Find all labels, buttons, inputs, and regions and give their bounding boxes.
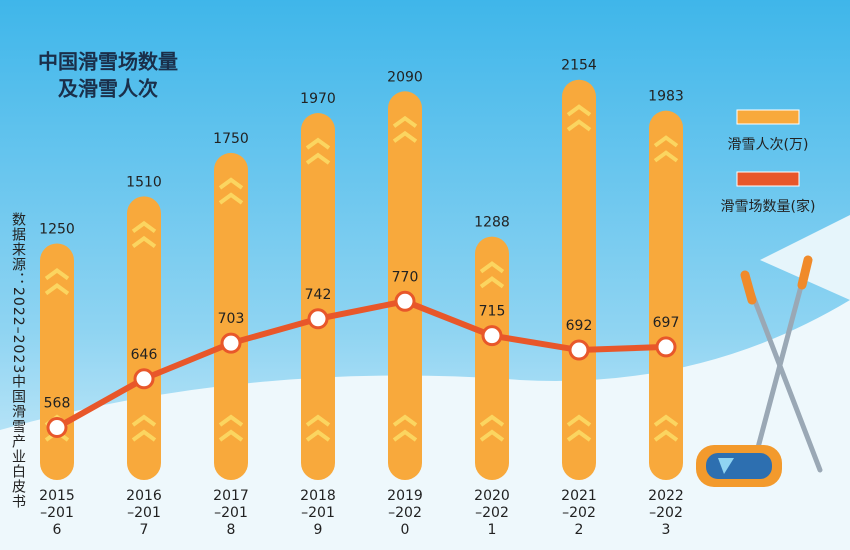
line-value-label: 770 (392, 269, 419, 285)
ski-bar (649, 110, 683, 481)
line-point (46, 417, 68, 439)
ski-bar (562, 79, 596, 481)
ski-poles (740, 255, 823, 473)
legend-swatch (736, 171, 800, 187)
x-tick-label: 2016–2017 (126, 488, 162, 538)
bar-value-label: 1250 (39, 222, 75, 238)
x-tick-label: 2015–2016 (39, 488, 75, 538)
ski-chevron (44, 283, 70, 296)
ski-chevron (218, 414, 244, 427)
ski-chevron (653, 135, 679, 148)
x-tick-label: 2018–2019 (300, 488, 336, 538)
ski-chevron (566, 119, 592, 132)
goggles (696, 445, 782, 487)
line-value-label: 692 (566, 318, 593, 334)
ski-bar (475, 236, 509, 480)
line (55, 298, 667, 431)
line-value-label: 715 (479, 304, 506, 320)
ski-chevron (392, 130, 418, 143)
ski-chevron (305, 414, 331, 427)
source: 数据来源：2022–2023中国滑雪产业白皮书 (10, 212, 26, 510)
ski-chevron (653, 429, 679, 442)
ski-chevron (218, 177, 244, 190)
x-tick-label: 2022–2023 (648, 488, 684, 538)
ski-chevron (131, 235, 157, 249)
chart-subtitle: 及滑雪人次 (58, 77, 158, 101)
ski-chevron (218, 429, 244, 442)
line-point (133, 368, 155, 390)
ski-chevron (566, 414, 592, 427)
ski-chevron (566, 429, 592, 442)
bar-value-label: 1983 (648, 89, 684, 105)
line-value-label: 697 (653, 315, 680, 331)
bar-value-label: 2090 (387, 69, 423, 85)
x-tick-label: 2020–2021 (474, 488, 510, 538)
line-point (568, 339, 590, 361)
line-point (394, 290, 416, 312)
ski-chevron (566, 104, 592, 117)
ski-chevron (479, 276, 505, 289)
line-value-label: 646 (131, 347, 158, 363)
ski-chevron (218, 192, 244, 205)
bar-value-label: 1750 (213, 131, 249, 147)
ski-chevron (131, 429, 157, 442)
x-tick-label: 2021–2022 (561, 488, 597, 538)
ski-chevron (392, 429, 418, 442)
ski-bar (214, 152, 248, 480)
ski-chevron (479, 429, 505, 442)
ski-chevron (305, 137, 331, 150)
ski-chevron (479, 261, 505, 274)
snow-hill (0, 300, 850, 550)
ski-chevron (131, 414, 157, 427)
line-point (655, 336, 677, 358)
legend-label: 滑雪场数量(家) (721, 198, 816, 215)
line-point (481, 325, 503, 347)
ski-bar (301, 113, 335, 480)
ski-chevron (44, 268, 70, 281)
line-value-label: 742 (305, 287, 332, 303)
chart-title: 中国滑雪场数量 (38, 50, 178, 74)
x-tick-label: 2017–2018 (213, 488, 249, 538)
bar-value-label: 1510 (126, 174, 162, 190)
ski-chevron (305, 429, 331, 442)
ski-chevron (392, 414, 418, 427)
line-point (307, 308, 329, 330)
ski-bar (127, 196, 161, 480)
ski-chevron (305, 152, 331, 165)
bar-value-label: 1288 (474, 215, 510, 231)
bar-value-label: 2154 (561, 58, 597, 74)
ski-chevron (479, 414, 505, 427)
ski-chevron (131, 220, 157, 234)
bar-value-label: 1970 (300, 91, 336, 107)
line-value-label: 568 (44, 396, 71, 412)
ski-chevron (653, 414, 679, 427)
ski-bar (388, 91, 422, 481)
marks: 1250 1510 1750 1970 2090 1288 2154 1983 568 646 70… (39, 58, 816, 481)
ski-chevron (653, 150, 679, 163)
legend-swatch (736, 109, 800, 125)
x-tick-label: 2019–2020 (387, 488, 423, 538)
ski-bar (40, 243, 74, 480)
ski-chevron (392, 115, 418, 128)
legend-label: 滑雪人次(万) (728, 136, 809, 153)
line-point (220, 332, 242, 354)
line-value-label: 703 (218, 311, 245, 327)
